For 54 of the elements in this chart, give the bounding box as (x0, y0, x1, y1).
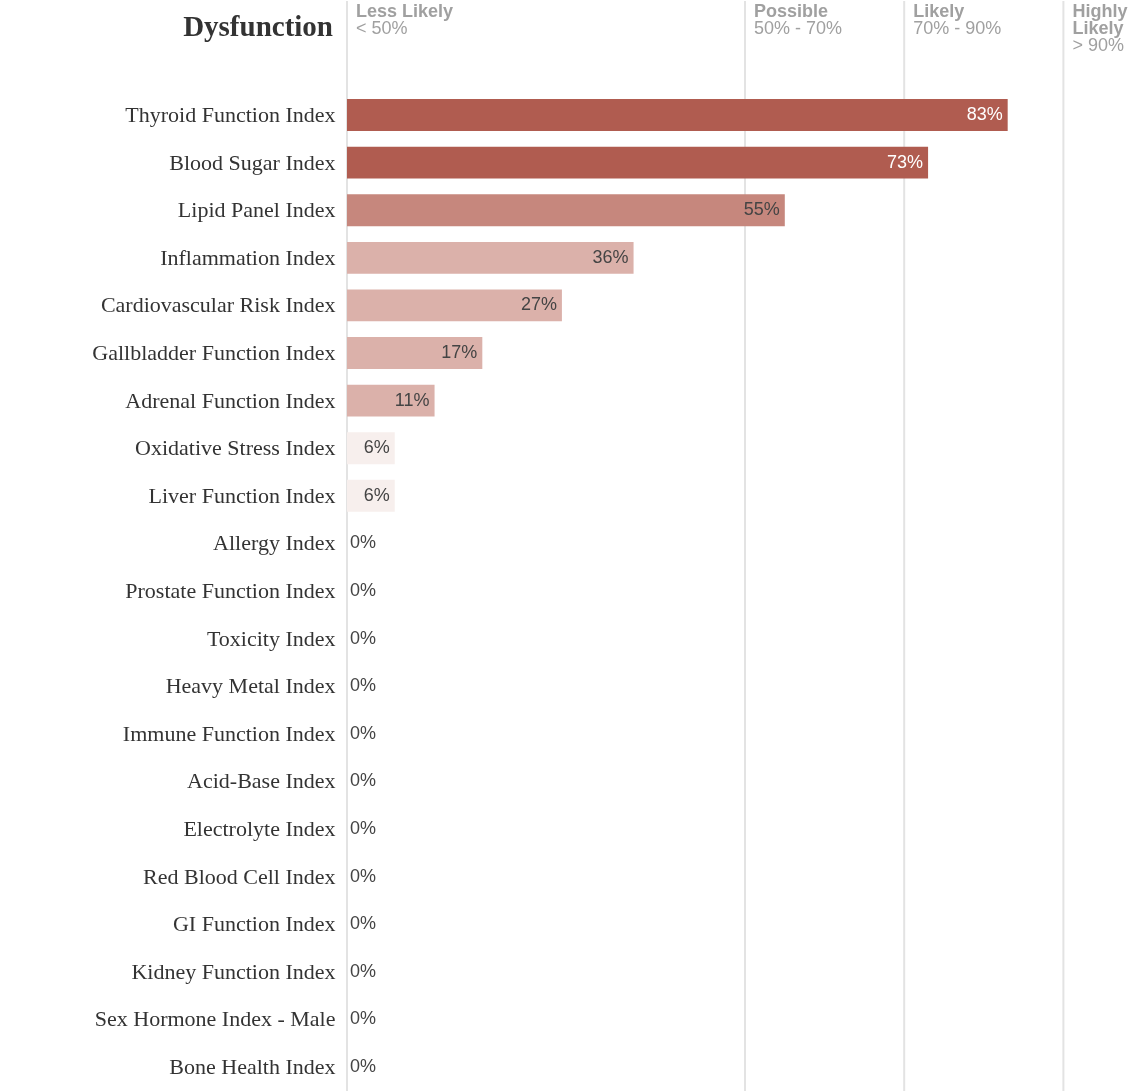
y-tick-label: Oxidative Stress Index (135, 435, 336, 461)
ref-line-label: Likely 70% - 90% (913, 1, 1002, 38)
data-label: 55% (743, 199, 780, 220)
y-tick-label: Blood Sugar Index (169, 149, 336, 175)
ref-line-label: Less Likely < 50% (356, 1, 454, 38)
data-label: 0% (350, 627, 377, 648)
y-tick-label: Red Blood Cell Index (143, 863, 336, 889)
data-label: 0% (350, 770, 377, 791)
y-tick-label: Lipid Panel Index (177, 197, 336, 223)
y-tick-label: Prostate Function Index (125, 578, 336, 603)
data-label: 0% (350, 722, 377, 743)
data-label: 0% (350, 913, 377, 934)
data-label: 0% (350, 1055, 377, 1076)
y-tick-label: GI Function Index (172, 911, 336, 937)
data-label: 0% (350, 1008, 377, 1029)
chart-title: Dysfunction (183, 10, 333, 42)
bar (347, 146, 929, 179)
y-tick-label: Cardiovascular Risk Index (100, 292, 336, 318)
bar (347, 289, 562, 322)
data-label: 6% (363, 437, 390, 458)
data-label: 6% (363, 484, 390, 505)
y-tick-label: Sex Hormone Index - Male (94, 1006, 336, 1032)
data-label: 17% (441, 342, 478, 363)
y-tick-label: Bone Health Index (169, 1053, 336, 1079)
bar (347, 384, 435, 417)
bar (347, 337, 483, 369)
bar (347, 194, 785, 227)
y-tick-label: Liver Function Index (148, 482, 336, 508)
y-tick-label: Adrenal Function Index (125, 387, 336, 413)
data-label: 0% (350, 675, 377, 696)
data-label: 73% (887, 151, 924, 172)
data-label: 0% (350, 580, 377, 600)
y-tick-label: Toxicity Index (206, 625, 336, 651)
y-tick-label: Kidney Function Index (131, 958, 336, 984)
y-tick-label: Thyroid Function Index (125, 102, 336, 128)
ref-line-label: Possible 50% - 70% (754, 1, 843, 38)
y-tick-label: Immune Function Index (122, 720, 336, 746)
data-label: 11% (394, 389, 430, 410)
y-tick-label: Electrolyte Index (183, 815, 336, 841)
y-tick-label: Allergy Index (213, 530, 336, 556)
data-label: 36% (592, 246, 629, 267)
bar (347, 241, 634, 274)
ref-line-label: Highly Likely > 90% (1072, 1, 1128, 55)
data-label: 0% (350, 817, 377, 838)
data-label: 83% (966, 104, 1003, 125)
bar (347, 99, 1008, 131)
y-tick-label: Acid-Base Index (187, 768, 336, 794)
y-tick-label: Gallbladder Function Index (92, 340, 336, 366)
data-label: 0% (350, 960, 377, 981)
data-label: 0% (350, 532, 377, 553)
data-label: 27% (520, 294, 557, 315)
y-tick-label: Inflammation Index (160, 244, 336, 270)
y-tick-label: Heavy Metal Index (165, 673, 336, 699)
data-label: 0% (350, 865, 377, 886)
